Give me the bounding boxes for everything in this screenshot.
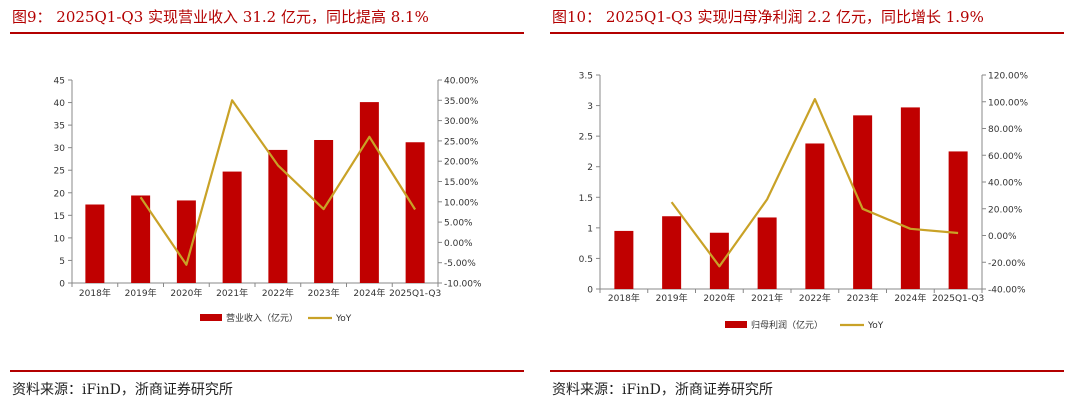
right-tick-label: -40.00% bbox=[988, 286, 1026, 296]
x-tick-label: 2024年 bbox=[894, 292, 926, 304]
x-tick-label: 2022年 bbox=[262, 287, 294, 299]
bar bbox=[662, 216, 682, 289]
x-tick-label: 2019年 bbox=[656, 292, 688, 304]
bar bbox=[268, 149, 288, 283]
left-tick-label: 2 bbox=[587, 163, 593, 173]
figure-10-title: 图10： 2025Q1-Q3 实现归母净利润 2.2 亿元，同比增长 1.9% bbox=[552, 8, 984, 26]
bar bbox=[614, 230, 634, 289]
figure-9-source: 资料来源：iFinD，浙商证券研究所 bbox=[12, 382, 233, 398]
x-tick-label: 2018年 bbox=[608, 292, 640, 304]
legend-bar-label: 归母利润（亿元） bbox=[751, 319, 823, 331]
right-tick-label: 5.00% bbox=[444, 219, 473, 229]
left-tick-label: 30 bbox=[54, 144, 66, 154]
right-tick-label: 30.00% bbox=[444, 117, 479, 127]
x-tick-label: 2020年 bbox=[170, 287, 202, 299]
source-rule bbox=[550, 370, 1064, 372]
figure-9-title: 图9： 2025Q1-Q3 实现营业收入 31.2 亿元，同比提高 8.1% bbox=[12, 8, 429, 26]
legend-bar-swatch bbox=[200, 314, 222, 321]
right-tick-label: -20.00% bbox=[988, 259, 1026, 269]
right-tick-label: 20.00% bbox=[988, 205, 1023, 215]
bar bbox=[853, 115, 873, 290]
x-tick-label: 2021年 bbox=[216, 287, 248, 299]
right-tick-label: 120.00% bbox=[988, 72, 1028, 82]
right-tick-label: 20.00% bbox=[444, 158, 479, 168]
bar bbox=[85, 204, 105, 283]
net-profit-chart: 0 0.5 1 1.5 2 2.5 3 3.5 -40.00% -20.00% 0.00% 20.00… bbox=[579, 72, 1029, 332]
bar bbox=[359, 102, 379, 283]
x-tick-label: 2020年 bbox=[703, 292, 735, 304]
legend-line-label: YoY bbox=[335, 314, 352, 324]
left-tick-label: 1 bbox=[587, 224, 593, 234]
right-tick-label: 35.00% bbox=[444, 97, 479, 107]
right-tick-label: 10.00% bbox=[444, 198, 479, 208]
legend-bar-swatch bbox=[725, 321, 747, 328]
bar bbox=[900, 107, 920, 289]
yoy-line bbox=[670, 97, 959, 268]
left-tick-label: 3.5 bbox=[579, 72, 593, 82]
bar bbox=[948, 151, 968, 289]
legend-line-label: YoY bbox=[867, 321, 884, 331]
yoy-line bbox=[139, 99, 417, 266]
left-tick-label: 2.5 bbox=[579, 133, 593, 143]
left-tick-label: 45 bbox=[54, 77, 65, 87]
x-tick-label: 2024年 bbox=[353, 287, 385, 299]
title-rule bbox=[10, 32, 524, 34]
left-tick-label: 10 bbox=[54, 234, 66, 244]
bar bbox=[757, 217, 777, 289]
bar bbox=[222, 171, 242, 283]
right-tick-label: 0.00% bbox=[988, 232, 1017, 242]
bar bbox=[805, 143, 825, 289]
right-tick-label: 25.00% bbox=[444, 137, 479, 147]
x-tick-label: 2022年 bbox=[799, 292, 831, 304]
bar bbox=[709, 232, 729, 289]
left-tick-label: 5 bbox=[59, 257, 65, 267]
figure-10-source: 资料来源：iFinD，浙商证券研究所 bbox=[552, 382, 773, 398]
left-tick-label: 40 bbox=[54, 99, 66, 109]
revenue-chart: 0 5 10 15 20 25 30 35 40 45 -10.00% -5.00% 0.00% 5.00… bbox=[54, 77, 482, 325]
figure-9-panel: 图9： 2025Q1-Q3 实现营业收入 31.2 亿元，同比提高 8.1% 0… bbox=[10, 0, 534, 409]
x-tick-label: 2025Q1-Q3 bbox=[389, 289, 441, 299]
x-tick-label: 2025Q1-Q3 bbox=[932, 294, 984, 304]
source-rule bbox=[10, 370, 524, 372]
left-tick-label: 15 bbox=[54, 212, 65, 222]
x-tick-label: 2023年 bbox=[308, 287, 340, 299]
right-tick-label: 40.00% bbox=[988, 179, 1023, 189]
x-tick-label: 2018年 bbox=[79, 287, 111, 299]
left-tick-label: 0 bbox=[59, 280, 65, 290]
left-tick-label: 20 bbox=[54, 189, 66, 199]
bar bbox=[405, 142, 425, 283]
right-tick-label: 80.00% bbox=[988, 125, 1023, 135]
x-tick-label: 2021年 bbox=[751, 292, 783, 304]
left-tick-label: 1.5 bbox=[579, 194, 593, 204]
right-tick-label: 40.00% bbox=[444, 77, 479, 87]
left-tick-label: 0.5 bbox=[579, 255, 593, 265]
right-tick-label: 100.00% bbox=[988, 98, 1028, 108]
right-tick-label: 0.00% bbox=[444, 239, 473, 249]
left-tick-label: 3 bbox=[587, 102, 593, 112]
bar bbox=[131, 195, 151, 283]
bar bbox=[176, 200, 196, 283]
bar bbox=[314, 139, 334, 283]
right-tick-label: -10.00% bbox=[444, 280, 482, 290]
right-tick-label: 60.00% bbox=[988, 152, 1023, 162]
left-tick-label: 0 bbox=[587, 286, 593, 296]
right-tick-label: -5.00% bbox=[444, 259, 476, 269]
figure-10-panel: 图10： 2025Q1-Q3 实现归母净利润 2.2 亿元，同比增长 1.9% … bbox=[550, 0, 1074, 409]
x-tick-label: 2019年 bbox=[125, 287, 157, 299]
right-tick-label: 15.00% bbox=[444, 178, 479, 188]
title-rule bbox=[550, 32, 1064, 34]
left-tick-label: 25 bbox=[54, 167, 65, 177]
x-tick-label: 2023年 bbox=[847, 292, 879, 304]
left-tick-label: 35 bbox=[54, 122, 65, 132]
legend-bar-label: 营业收入（亿元） bbox=[226, 312, 298, 324]
